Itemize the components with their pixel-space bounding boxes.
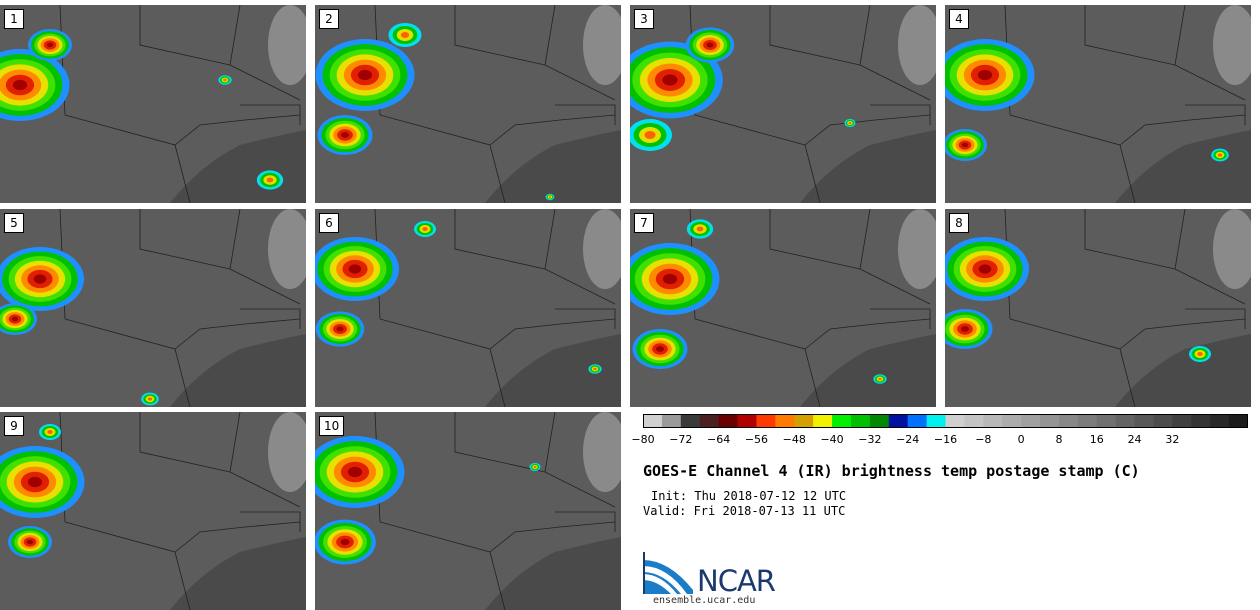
colorbar-swatch: [1229, 414, 1248, 428]
colorbar-tick-label: 8: [1055, 433, 1063, 446]
panel-number-label: 4: [949, 9, 969, 29]
ir-satellite-map: [315, 5, 621, 203]
colorbar-tick-label: −48: [782, 433, 806, 446]
colorbar-swatch: [794, 414, 814, 428]
colorbar-tick-label: −16: [933, 433, 958, 446]
colorbar-swatch: [699, 414, 720, 428]
colorbar-swatch: [869, 414, 890, 428]
colorbar-tick-label: −80: [631, 433, 655, 446]
colorbar-tick-label: 32: [1165, 433, 1180, 446]
panel-number-label: 9: [4, 416, 24, 436]
colorbar-swatch: [1134, 414, 1154, 428]
ir-satellite-map: [630, 5, 936, 203]
ir-satellite-map: [0, 5, 306, 203]
forecast-panel-1: 1: [0, 5, 306, 203]
colorbar-tick-label: −72: [669, 433, 693, 446]
panel-number-label: 6: [319, 213, 339, 233]
colorbar-swatch: [832, 414, 852, 428]
colorbar-swatch: [888, 414, 909, 428]
figure-title: GOES-E Channel 4 (IR) brightness temp po…: [643, 462, 1140, 480]
panel-number-label: 5: [4, 213, 24, 233]
colorbar-tick-label: −8: [975, 433, 992, 446]
colorbar-tick-label: 0: [1017, 433, 1025, 446]
colorbar-swatch: [926, 414, 946, 428]
ncar-logo-icon: [643, 552, 693, 594]
colorbar-tick-label: −24: [896, 433, 920, 446]
colorbar-swatch: [718, 414, 739, 428]
colorbar-swatch: [850, 414, 871, 428]
colorbar-swatch: [1058, 414, 1079, 428]
colorbar-tick-label: −56: [744, 433, 769, 446]
colorbar-swatch: [813, 414, 833, 428]
forecast-panel-8: 8: [945, 209, 1251, 407]
panel-number-label: 2: [319, 9, 339, 29]
ncar-logo-text: NCAR: [697, 564, 776, 598]
ir-satellite-map: [315, 412, 621, 610]
forecast-panel-3: 3: [630, 5, 936, 203]
ir-satellite-map: [630, 209, 936, 407]
forecast-panel-4: 4: [945, 5, 1251, 203]
colorbar-swatch: [1153, 414, 1173, 428]
ncar-url: ensemble.ucar.edu: [653, 595, 756, 606]
ir-satellite-map: [0, 412, 306, 610]
colorbar-swatch: [1115, 414, 1136, 428]
colorbar-swatch: [643, 414, 663, 428]
colorbar-swatch: [1191, 414, 1211, 428]
forecast-panel-2: 2: [315, 5, 621, 203]
panel-number-label: 10: [319, 416, 345, 436]
valid-time: Valid: Fri 2018-07-13 11 UTC: [643, 504, 846, 518]
ir-satellite-map: [945, 5, 1251, 203]
panel-number-label: 3: [634, 9, 654, 29]
colorbar-swatch: [964, 414, 984, 428]
panel-number-label: 8: [949, 213, 969, 233]
colorbar-tick-label: 24: [1127, 433, 1142, 446]
colorbar-tick-label: −40: [820, 433, 844, 446]
colorbar-swatch: [1040, 414, 1060, 428]
ir-satellite-map: [0, 209, 306, 407]
colorbar-tick-label: −64: [707, 433, 731, 446]
temperature-colorbar: [643, 414, 1248, 428]
forecast-panel-5: 5: [0, 209, 306, 407]
colorbar-swatch: [907, 414, 928, 428]
colorbar-tick-label: 16: [1089, 433, 1104, 446]
colorbar-tick-label: −32: [858, 433, 882, 446]
forecast-panel-7: 7: [630, 209, 936, 407]
colorbar-swatch: [1210, 414, 1230, 428]
colorbar-swatch: [756, 414, 776, 428]
panel-number-label: 7: [634, 213, 654, 233]
colorbar-swatch: [983, 414, 1003, 428]
forecast-panel-6: 6: [315, 209, 621, 407]
colorbar-swatch: [775, 414, 795, 428]
colorbar-swatch: [1096, 414, 1117, 428]
colorbar-swatch: [1002, 414, 1022, 428]
colorbar-swatch: [661, 414, 682, 428]
ir-satellite-map: [315, 209, 621, 407]
forecast-panel-10: 10: [315, 412, 621, 610]
colorbar-swatch: [1021, 414, 1041, 428]
colorbar-swatch: [737, 414, 757, 428]
colorbar-swatch: [1172, 414, 1192, 428]
colorbar-swatch: [680, 414, 701, 428]
forecast-panel-9: 9: [0, 412, 306, 610]
ir-satellite-map: [945, 209, 1251, 407]
colorbar-swatch: [945, 414, 965, 428]
panel-number-label: 1: [4, 9, 24, 29]
colorbar-swatch: [1077, 414, 1098, 428]
init-time: Init: Thu 2018-07-12 12 UTC: [651, 489, 847, 503]
